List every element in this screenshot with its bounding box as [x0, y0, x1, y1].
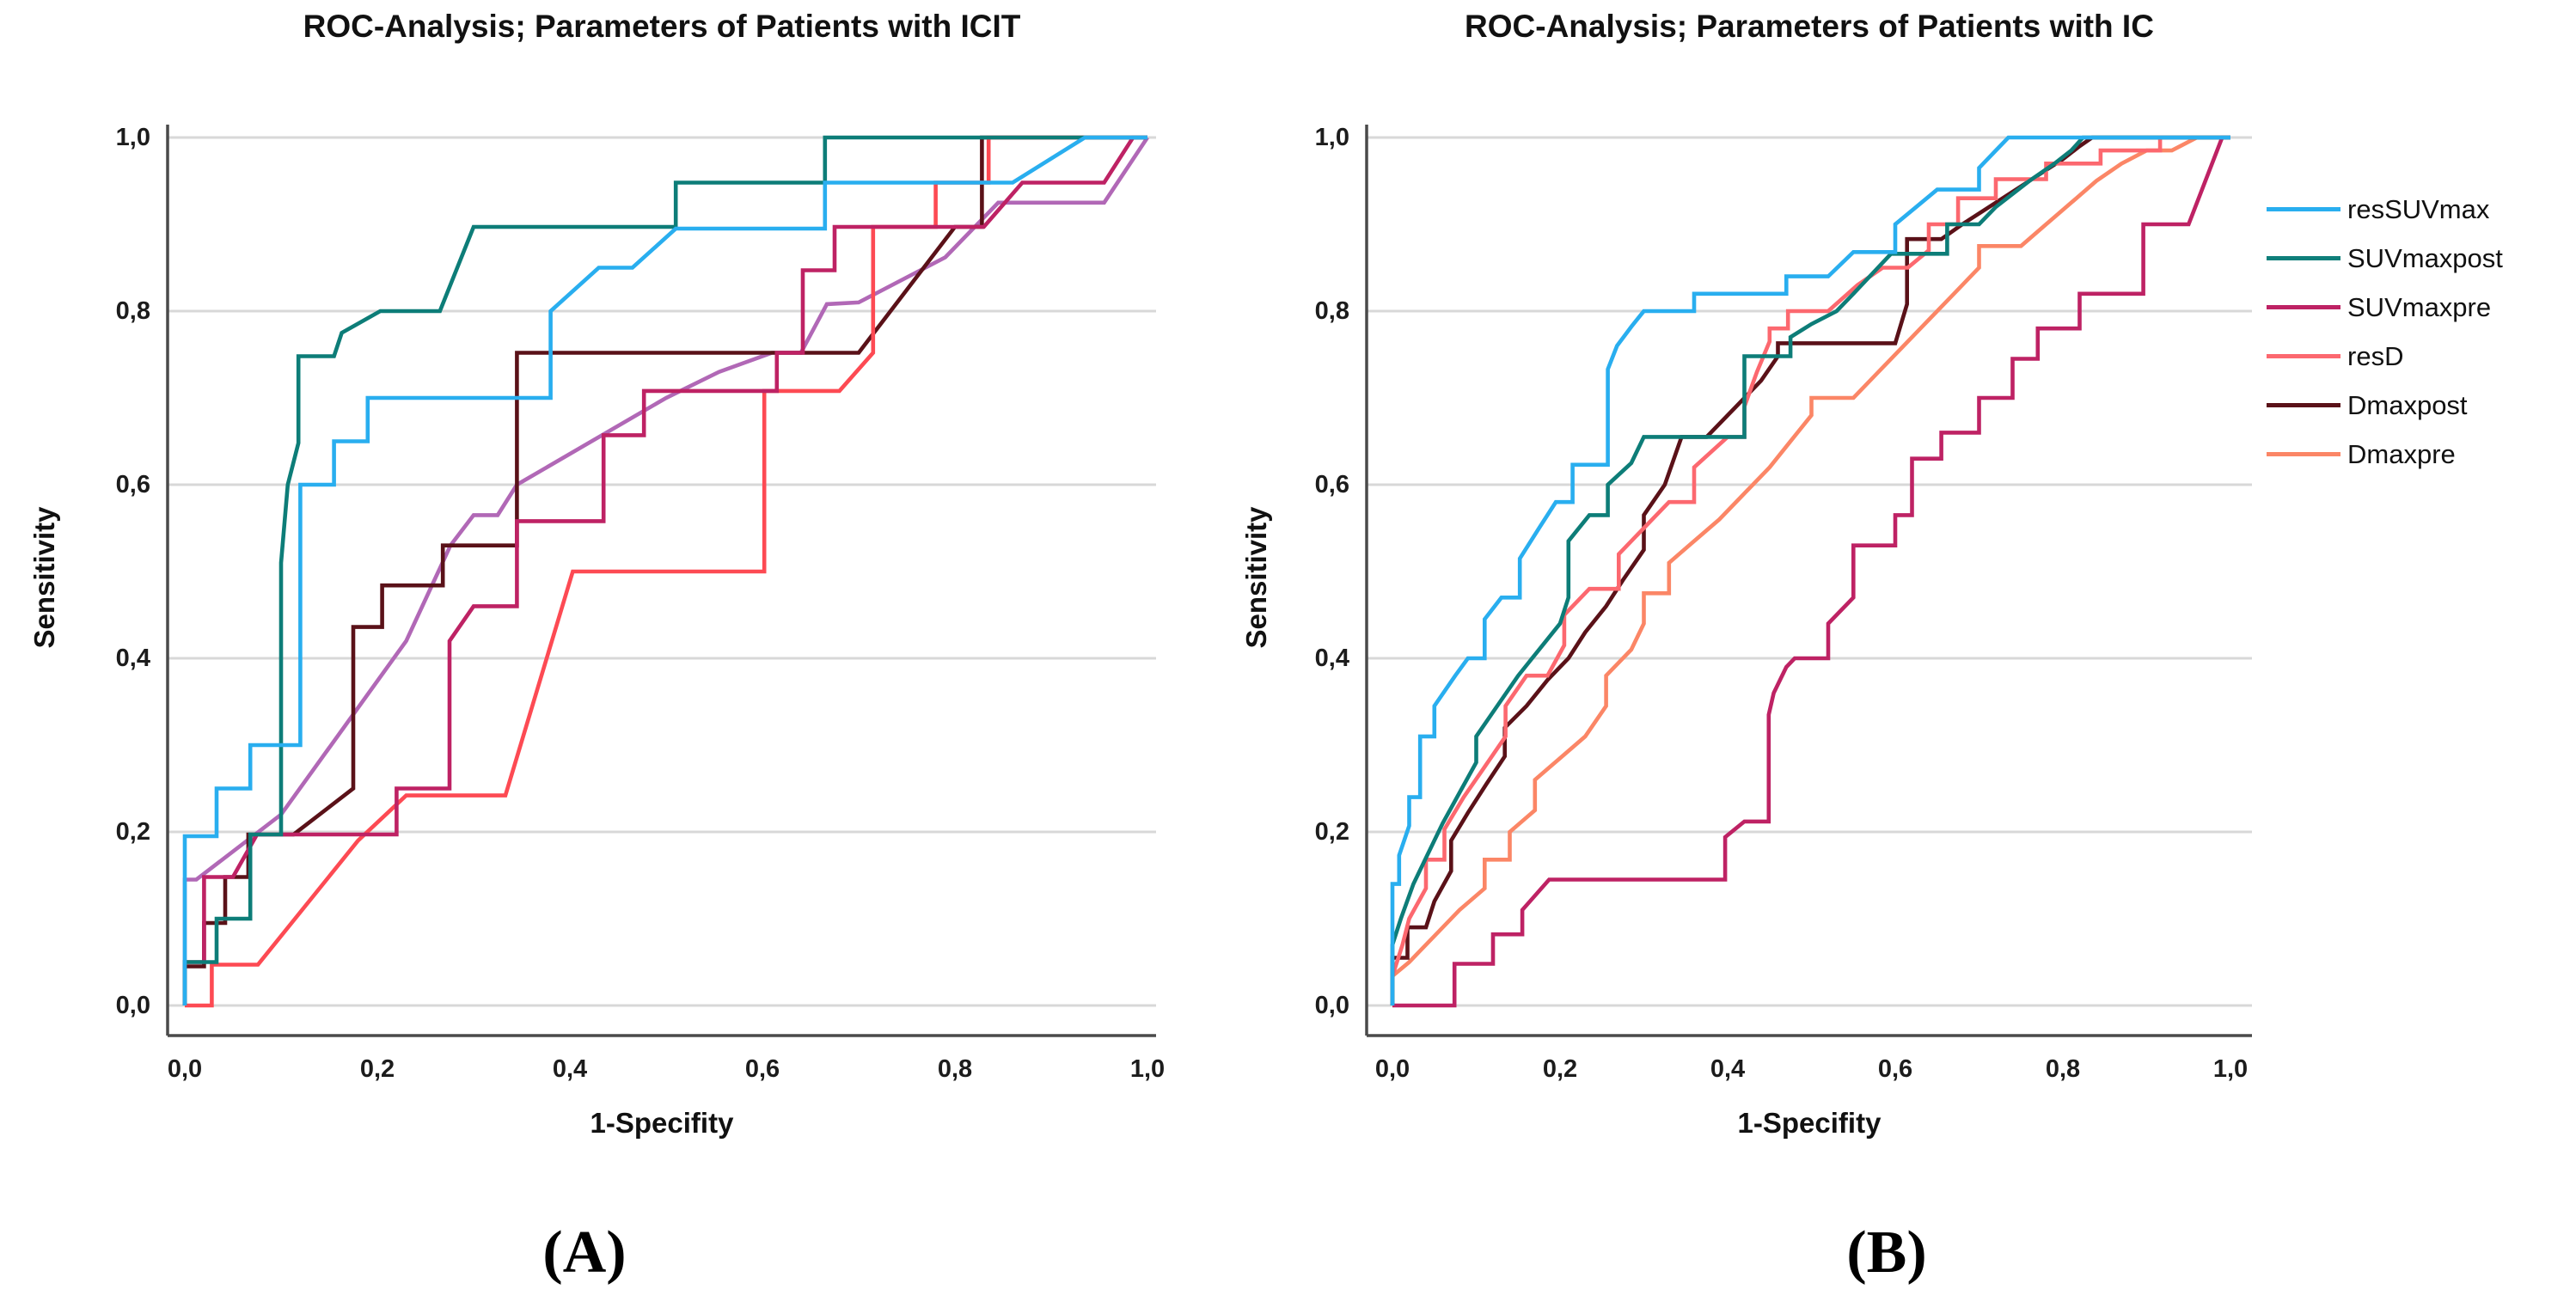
roc-curve-resD [185, 135, 1147, 1008]
legend-label: SUVmaxpre [2347, 291, 2492, 322]
panel-a-ylabel: Sensitivity [28, 506, 60, 649]
x-tick-label: 0,4 [552, 1055, 588, 1083]
roc-curve-SUVmaxpre [1392, 135, 2230, 1008]
legend-line-swatch [2267, 354, 2340, 358]
roc-curve-resSUVmax [182, 135, 1147, 1005]
roc-curve-SUVmaxpre [182, 135, 1147, 1005]
legend-label: resSUVmax [2347, 193, 2490, 224]
y-tick-label: 0,8 [1314, 297, 1349, 325]
x-tick-label: 0,6 [744, 1055, 780, 1083]
x-tick-label: 0,0 [1374, 1055, 1410, 1083]
x-tick-label: 0,8 [937, 1055, 973, 1083]
legend-line-swatch [2267, 305, 2340, 309]
legend-line-swatch [2267, 452, 2340, 456]
x-tick-label: 0,2 [1542, 1055, 1578, 1083]
legend-item-resD: resD [2267, 332, 2503, 381]
subfigure-caption-b: (B) [1846, 1219, 1927, 1286]
legend-line-swatch [2267, 207, 2340, 211]
y-tick-label: 0,6 [1314, 471, 1349, 498]
panel-b-title: ROC-Analysis; Parameters of Patients wit… [1465, 9, 2154, 44]
x-tick-label: 0,6 [1877, 1055, 1913, 1083]
x-tick-label: 0,0 [167, 1055, 203, 1083]
y-tick-label: 0,4 [1314, 645, 1349, 672]
y-tick-label: 0,0 [1314, 992, 1349, 1019]
x-tick-label: 0,2 [359, 1055, 395, 1083]
y-tick-label: 0,4 [115, 645, 150, 672]
y-tick-label: 1,0 [115, 124, 150, 151]
y-tick-label: 0,0 [115, 992, 150, 1019]
y-tick-label: 0,8 [115, 297, 150, 325]
legend-item-resSUVmax: resSUVmax [2267, 185, 2503, 234]
panel-b-xlabel: 1-Specifity [1737, 1107, 1882, 1139]
legend-line-swatch [2267, 403, 2340, 407]
roc-curve-Dmaxpre [1390, 135, 2230, 1005]
legend-line-swatch [2267, 256, 2340, 260]
legend-label: Dmaxpre [2347, 438, 2456, 469]
legend-item-SUVmaxpost: SUVmaxpost [2267, 234, 2503, 283]
legend-item-Dmaxpre: Dmaxpre [2267, 430, 2503, 479]
legend: resSUVmax SUVmaxpost SUVmaxpre resD Dmax… [2267, 185, 2503, 479]
legend-label: Dmaxpost [2347, 389, 2468, 420]
y-tick-label: 0,2 [1314, 818, 1349, 846]
x-tick-label: 0,4 [1710, 1055, 1746, 1083]
roc-curve-resSUVmax [1390, 135, 2230, 1005]
legend-item-Dmaxpost: Dmaxpost [2267, 381, 2503, 430]
x-tick-label: 1,0 [1129, 1055, 1166, 1083]
x-tick-label: 1,0 [2212, 1055, 2249, 1083]
legend-label: SUVmaxpost [2347, 242, 2503, 273]
legend-label: resD [2347, 340, 2404, 371]
roc-curve-SUVmaxpost [1390, 135, 2230, 1005]
y-tick-label: 0,2 [115, 818, 150, 846]
panel-a-xlabel: 1-Specifity [590, 1107, 734, 1139]
roc-curve-SUVmaxpost [182, 135, 1147, 1005]
panel-b-ylabel: Sensitivity [1240, 506, 1272, 649]
y-tick-label: 0,6 [115, 471, 150, 498]
y-tick-label: 1,0 [1314, 124, 1349, 151]
subfigure-caption-a: (A) [542, 1219, 627, 1286]
legend-item-SUVmaxpre: SUVmaxpre [2267, 283, 2503, 332]
roc-curve-Dmaxpost [1390, 135, 2230, 1005]
x-tick-label: 0,8 [2045, 1055, 2081, 1083]
panel-a-title: ROC-Analysis; Parameters of Patients wit… [303, 9, 1021, 44]
